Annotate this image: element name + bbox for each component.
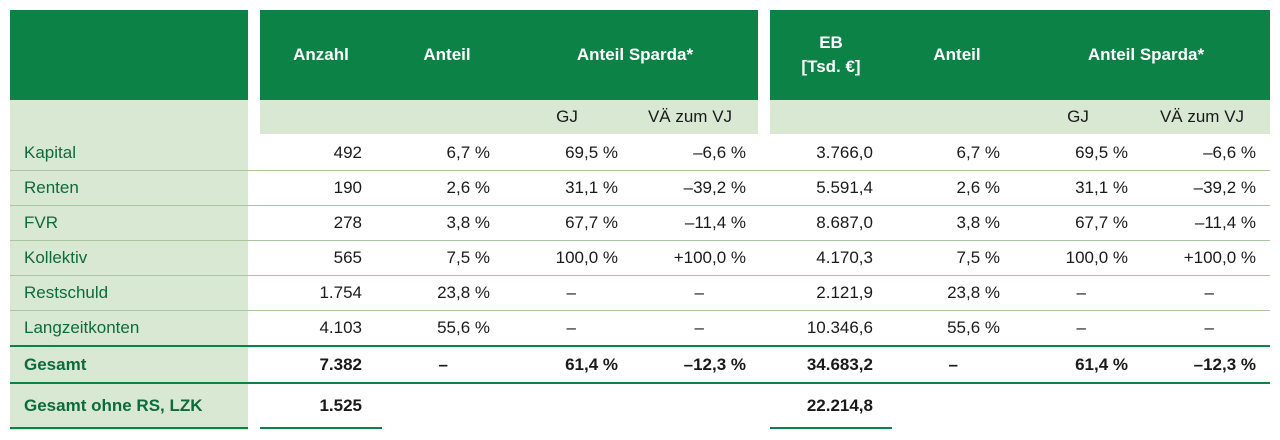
- cell-anzahl: 278: [333, 213, 362, 232]
- row-divider: [10, 205, 1270, 206]
- cell-total-anteil: –: [438, 354, 448, 374]
- cell-eb: 8.687,0: [816, 213, 873, 232]
- col-anteil-sparda2-header: Anteil Sparda*: [1087, 45, 1205, 64]
- anzahl-bottom-line: [260, 427, 382, 429]
- cell-vae: –39,2 %: [683, 178, 746, 197]
- cell-eb: 10.346,6: [806, 318, 873, 337]
- cell-vae2: +100,0 %: [1183, 248, 1256, 267]
- col-anteil2-header: Anteil: [933, 45, 981, 64]
- row-label-gesamt: Gesamt: [24, 354, 87, 374]
- cell-gj2: –: [1076, 283, 1086, 302]
- row-divider: [10, 240, 1270, 241]
- total-bottom-line: [10, 382, 1270, 384]
- col-eb-header: EB [Tsd. €]: [801, 33, 861, 76]
- cell-vae2: –11,4 %: [1194, 213, 1256, 232]
- cell-total-vae2: –12,3 %: [1193, 354, 1256, 374]
- row-label-fvr: FVR: [24, 213, 58, 232]
- cell-gj: –: [566, 318, 576, 337]
- cell-vae: –: [694, 283, 704, 302]
- cell-anteil: 7,5 %: [446, 248, 490, 267]
- section2-subheader: [770, 100, 1270, 134]
- cell-eb: 5.591,4: [816, 178, 873, 197]
- row-label-langzeitkonten: Langzeitkonten: [24, 318, 140, 337]
- col-anteil-header: Anteil: [423, 45, 471, 64]
- row-label-renten: Renten: [24, 178, 79, 197]
- row-divider: [10, 310, 1270, 311]
- cell-anteil2: 7,5 %: [956, 248, 1000, 267]
- cell-anteil: 2,6 %: [446, 178, 490, 197]
- cell-anzahl: 4.103: [319, 318, 362, 337]
- row-divider: [10, 170, 1270, 171]
- cell-vae2: –6,6 %: [1203, 143, 1256, 162]
- cell-vae2: –: [1204, 283, 1214, 302]
- cell-gj: 31,1 %: [565, 178, 618, 197]
- cell-anzahl: 1.754: [319, 283, 362, 302]
- cell-total-gj2: 61,4 %: [1075, 354, 1128, 374]
- cell-gj: 67,7 %: [565, 213, 618, 232]
- row-label-gesamt-ohne: Gesamt ohne RS, LZK: [24, 396, 203, 415]
- col-vae2-subheader: VÄ zum VJ: [1159, 107, 1245, 126]
- cell-gj2: 67,7 %: [1075, 213, 1128, 232]
- cell-anzahl: 492: [333, 143, 362, 162]
- cell-total-eb: 34.683,2: [806, 354, 873, 374]
- cell-vae2: –: [1204, 318, 1214, 337]
- total-top-line: [10, 345, 1270, 347]
- label-column-bg: [10, 100, 248, 430]
- cell-anzahl: 190: [333, 178, 362, 197]
- cell-vae: –11,4 %: [684, 213, 746, 232]
- cell-eb: 2.121,9: [816, 283, 873, 302]
- row-label-kollektiv: Kollektiv: [24, 248, 88, 267]
- cell-total-gj: 61,4 %: [565, 354, 618, 374]
- cell-anteil: 55,6 %: [437, 318, 490, 337]
- col-gj-subheader: GJ: [556, 107, 578, 126]
- cell-ohne-eb: 22.214,8: [806, 396, 873, 415]
- cell-vae: –6,6 %: [693, 143, 746, 162]
- section1-subheader: [260, 100, 758, 134]
- cell-eb: 4.170,3: [816, 248, 873, 267]
- row-divider: [10, 275, 1270, 276]
- section1-header: [260, 10, 758, 100]
- cell-anteil2: 3,8 %: [956, 213, 1000, 232]
- cell-ohne-anzahl: 1.525: [319, 396, 362, 415]
- cell-anteil2: 2,6 %: [956, 178, 1000, 197]
- cell-eb: 3.766,0: [816, 143, 873, 162]
- row-label-restschuld: Restschuld: [24, 283, 109, 302]
- cell-gj: –: [566, 283, 576, 302]
- cell-gj: 100,0 %: [555, 248, 618, 267]
- cell-anteil2: 23,8 %: [947, 283, 1000, 302]
- cell-anteil2: 6,7 %: [956, 143, 1000, 162]
- cell-total-anzahl: 7.382: [319, 354, 362, 374]
- section2-header: [770, 10, 1270, 100]
- cell-vae2: –39,2 %: [1193, 178, 1256, 197]
- col-anteil-sparda-header: Anteil Sparda*: [576, 45, 694, 64]
- label-header-block: [10, 10, 248, 100]
- cell-anzahl: 565: [333, 248, 362, 267]
- cell-gj2: 100,0 %: [1065, 248, 1128, 267]
- cell-gj2: 69,5 %: [1075, 143, 1128, 162]
- eb-bottom-line: [770, 427, 892, 429]
- cell-anteil: 3,8 %: [446, 213, 490, 232]
- cell-total-anteil2: –: [948, 354, 958, 374]
- cell-gj: 69,5 %: [565, 143, 618, 162]
- cell-vae: +100,0 %: [673, 248, 746, 267]
- cell-total-vae: –12,3 %: [683, 354, 746, 374]
- row-label-kapital: Kapital: [24, 143, 76, 162]
- label-bottom-line: [10, 427, 248, 429]
- col-anzahl-header: Anzahl: [293, 45, 349, 64]
- cell-gj2: 31,1 %: [1075, 178, 1128, 197]
- cell-anteil: 23,8 %: [437, 283, 490, 302]
- cell-anteil2: 55,6 %: [947, 318, 1000, 337]
- col-vae-subheader: VÄ zum VJ: [647, 107, 733, 126]
- cell-gj2: –: [1076, 318, 1086, 337]
- col-gj2-subheader: GJ: [1067, 107, 1089, 126]
- cell-vae: –: [694, 318, 704, 337]
- cell-anteil: 6,7 %: [446, 143, 490, 162]
